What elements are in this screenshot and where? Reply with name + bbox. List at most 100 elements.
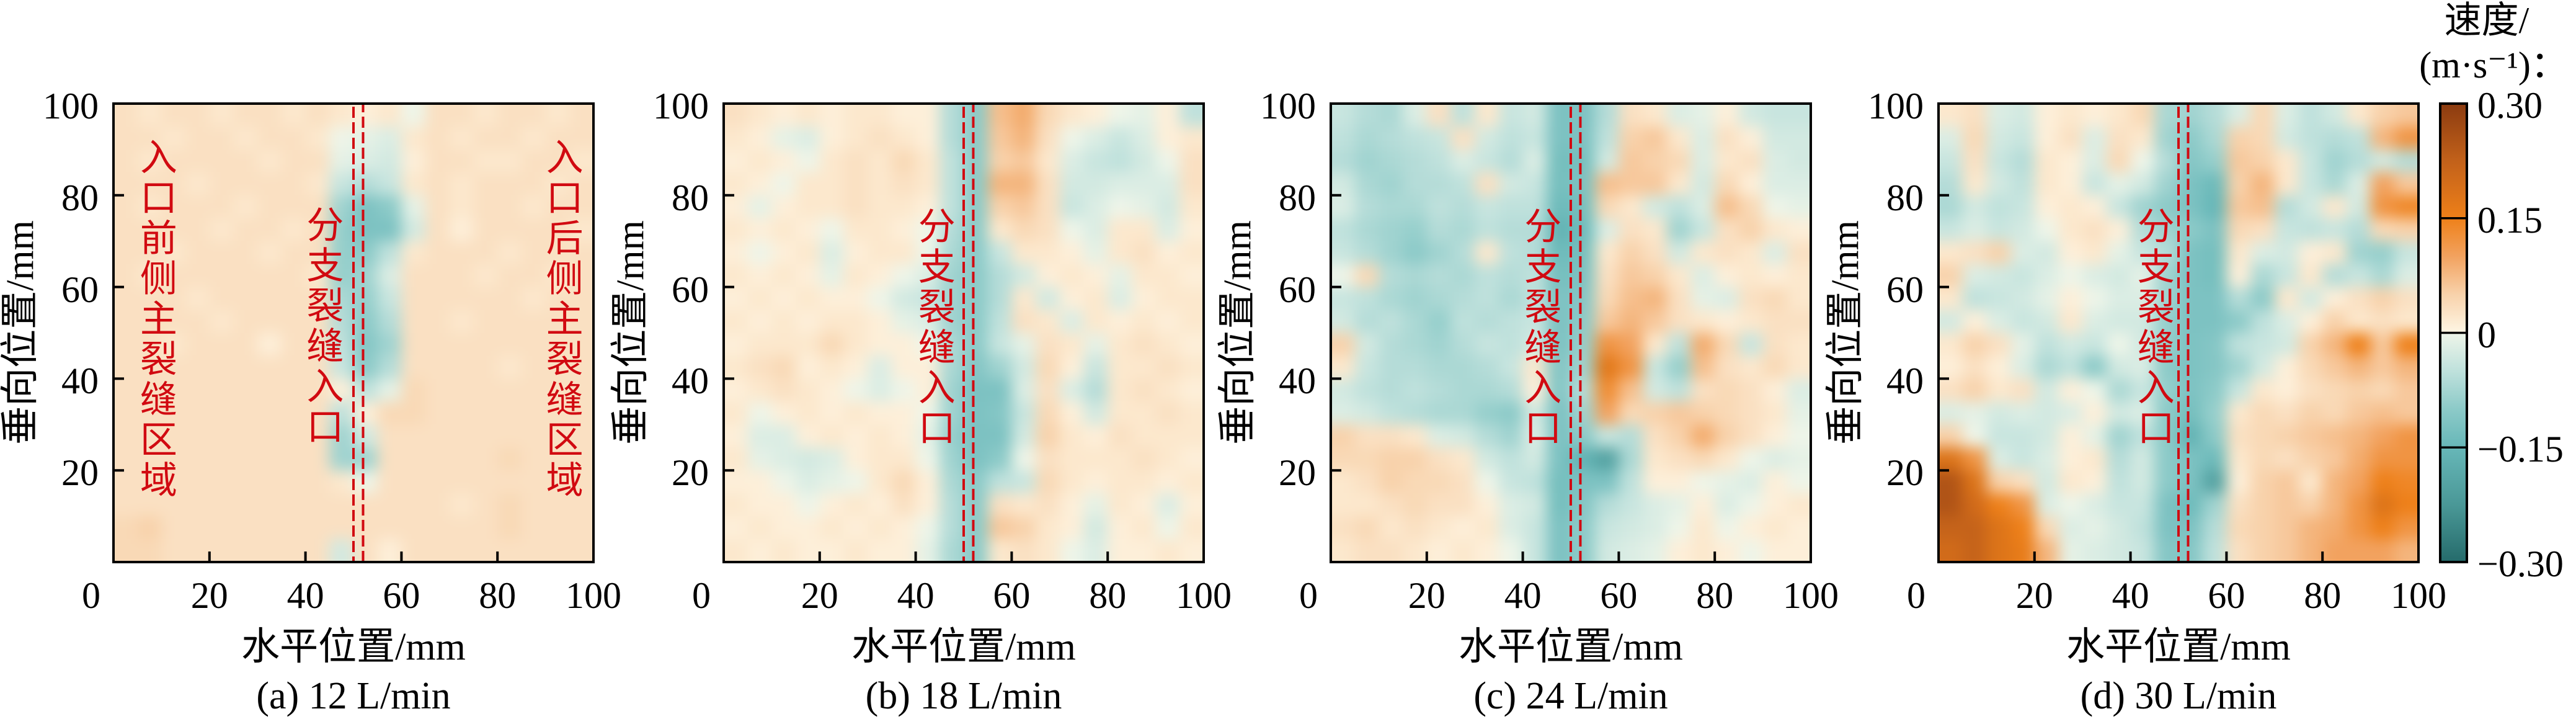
heatmap-cell <box>569 149 593 173</box>
heatmap-cell <box>1059 287 1085 311</box>
heatmap-cell <box>1036 149 1060 173</box>
heatmap-cell <box>843 424 868 448</box>
heatmap-cell <box>1690 355 1715 379</box>
heatmap-cell <box>281 516 306 540</box>
heatmap-cell <box>747 355 772 379</box>
heatmap-cell <box>1986 378 2011 402</box>
heatmap-cell <box>161 172 186 196</box>
heatmap-cell <box>2226 355 2251 379</box>
heatmap-cell <box>1738 470 1764 494</box>
heatmap-cell <box>987 310 1012 334</box>
heatmap-cell <box>137 104 162 127</box>
heatmap-cell <box>2082 104 2107 127</box>
heatmap-cell <box>137 447 162 471</box>
heatmap-cell <box>1331 287 1356 311</box>
heatmap-cell <box>545 126 570 150</box>
heatmap-cell <box>2346 333 2371 357</box>
heatmap-cell <box>1475 172 1499 196</box>
heatmap-cell <box>2178 355 2203 379</box>
heatmap-cell <box>113 241 138 265</box>
heatmap-cell <box>1571 195 1596 219</box>
heatmap-cell <box>771 493 796 517</box>
heatmap-cell <box>1962 104 1987 127</box>
heatmap-cell <box>915 470 940 494</box>
heatmap-cell <box>1155 287 1180 311</box>
heatmap-cell <box>1155 355 1180 379</box>
heatmap-field <box>1939 104 2418 562</box>
heatmap-cell <box>185 401 210 425</box>
heatmap-cell <box>305 447 330 471</box>
heatmap-cell <box>1475 287 1499 311</box>
x-tick-label: 40 <box>1504 575 1542 616</box>
heatmap-cell <box>891 287 917 311</box>
heatmap-cell <box>2106 126 2131 150</box>
heatmap-cell <box>724 218 748 242</box>
heatmap-cell <box>1131 447 1157 471</box>
heatmap-cell <box>161 195 186 219</box>
heatmap-cell <box>353 241 378 265</box>
heatmap-cell <box>377 195 402 219</box>
heatmap-cell <box>724 470 748 494</box>
heatmap-cell <box>1475 218 1499 242</box>
heatmap-cell <box>569 287 593 311</box>
heatmap-cell <box>2058 424 2083 448</box>
heatmap-cell <box>1986 149 2011 173</box>
heatmap-cell <box>2202 172 2227 196</box>
heatmap-cell <box>233 447 258 471</box>
heatmap-cell <box>747 401 772 425</box>
heatmap-cell <box>233 126 258 150</box>
heatmap-cell <box>1403 172 1428 196</box>
heatmap-cell <box>1179 424 1204 448</box>
heatmap-cell <box>1379 241 1403 265</box>
heatmap-cell <box>2058 539 2083 562</box>
heatmap-cell <box>796 539 820 562</box>
panel-caption: (d) 30 L/min <box>2080 675 2277 717</box>
heatmap-cell <box>939 218 964 242</box>
heatmap-cell <box>449 264 474 288</box>
heatmap-cell <box>724 126 748 150</box>
heatmap-cell <box>1666 149 1692 173</box>
heatmap-cell <box>185 333 210 357</box>
heatmap-cell <box>113 355 138 379</box>
heatmap-cell <box>1379 333 1403 357</box>
heatmap-cell <box>2394 310 2418 334</box>
heatmap-cell <box>2298 470 2323 494</box>
heatmap-cell <box>2082 447 2107 471</box>
heatmap-cell <box>843 218 868 242</box>
heatmap-cell <box>2274 287 2299 311</box>
heatmap-cell <box>2154 333 2179 357</box>
heatmap-cell <box>1450 493 1475 517</box>
region-annotation: 分支裂缝入口 <box>2132 206 2174 449</box>
heatmap-cell <box>964 287 988 311</box>
heatmap-cell <box>2226 333 2251 357</box>
heatmap-cells <box>724 104 1204 562</box>
heatmap-cell <box>1619 195 1643 219</box>
heatmap-cell <box>2082 126 2107 150</box>
heatmap-cell <box>2370 493 2395 517</box>
heatmap-cell <box>1547 378 1571 402</box>
heatmap-cell <box>329 424 354 448</box>
heatmap-cell <box>1331 126 1356 150</box>
heatmap-cell <box>1155 333 1180 357</box>
heatmap-cell <box>1787 287 1811 311</box>
y-tick-label: 100 <box>653 86 709 127</box>
heatmap-cell <box>1594 172 1619 196</box>
heatmap-cell <box>377 401 402 425</box>
heatmap-cell <box>915 493 940 517</box>
heatmap-cell <box>545 264 570 288</box>
heatmap-cell <box>1522 355 1547 379</box>
heatmap-cell <box>2010 218 2035 242</box>
heatmap-cell <box>843 287 868 311</box>
heatmap-cell <box>1426 172 1452 196</box>
heatmap-cell <box>2130 424 2155 448</box>
heatmap-cell <box>1962 218 1987 242</box>
heatmap-cell <box>137 401 162 425</box>
heatmap-cell <box>1939 401 1963 425</box>
heatmap-cell <box>2226 241 2251 265</box>
x-axis-label: 水平位置/mm <box>851 626 1076 668</box>
heatmap-cell <box>545 539 570 562</box>
heatmap-cell <box>1498 355 1524 379</box>
heatmap-cell <box>939 287 964 311</box>
heatmap-cell <box>1547 447 1571 471</box>
heatmap-cell <box>2322 470 2347 494</box>
